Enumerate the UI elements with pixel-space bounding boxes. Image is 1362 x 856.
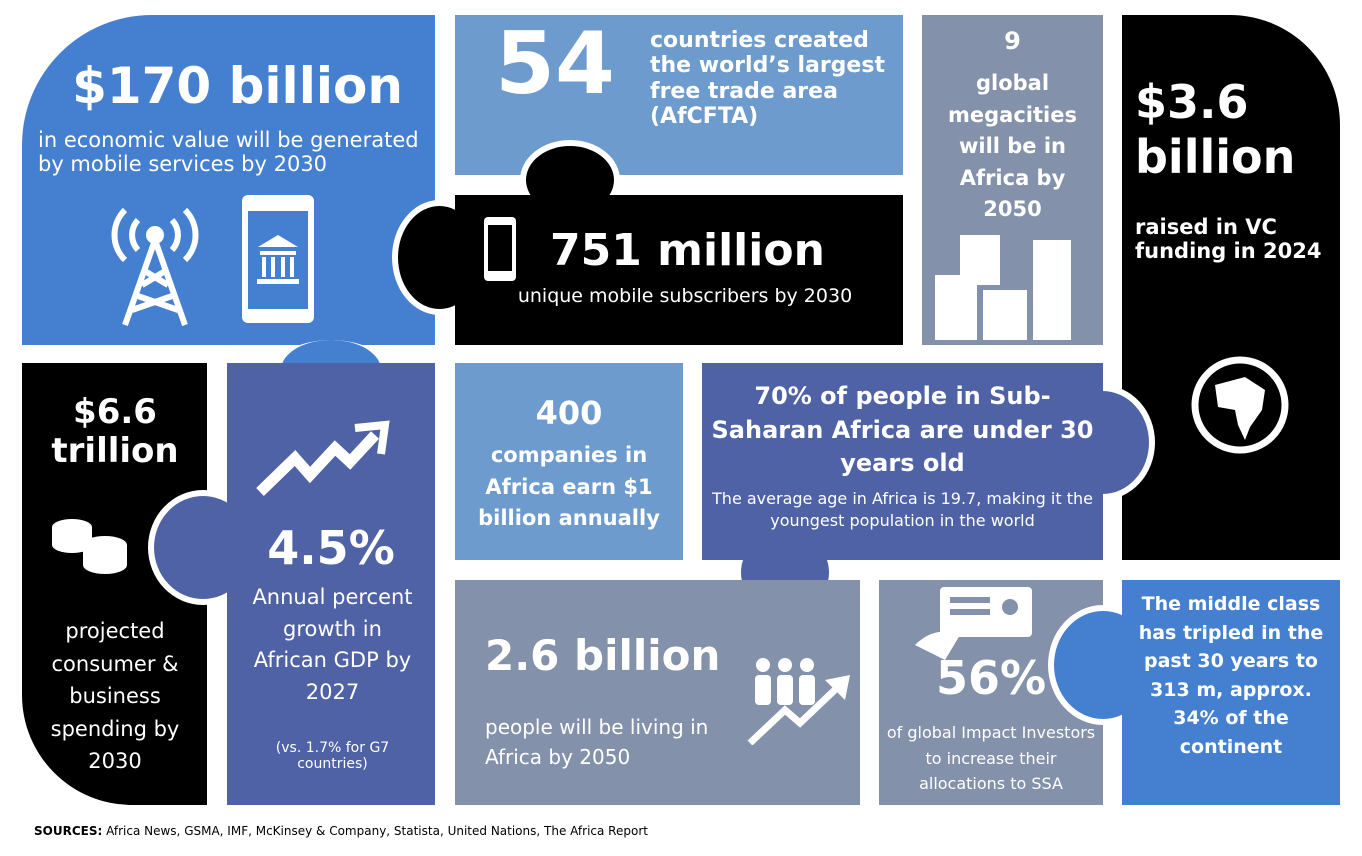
- mobile-value-headline: $170 billion: [72, 57, 403, 115]
- sources-label: SOURCES:: [34, 824, 103, 838]
- sources-text: Africa News, GSMA, IMF, McKinsey & Compa…: [102, 824, 648, 838]
- city-buildings-icon: [935, 235, 1071, 340]
- subscribers-headline: 751 million: [550, 225, 825, 276]
- gdp-note: (vs. 1.7% for G7 countries): [275, 740, 390, 773]
- coins-icon: [52, 519, 127, 574]
- globe-africa-icon: [1191, 356, 1289, 454]
- middle-class-text: The middle class has tripled in the past…: [1138, 593, 1324, 758]
- tile-youth: [702, 363, 1103, 560]
- smartphone-icon: [484, 217, 516, 281]
- afcfta-headline: 54: [495, 14, 615, 114]
- tile-afcfta: [455, 15, 903, 175]
- population-text: people will be living in Africa by 2050: [485, 715, 709, 769]
- megacities-text: global megacities will be in Africa by 2…: [948, 71, 1077, 221]
- companies-text: companies in Africa earn $1 billion annu…: [478, 443, 660, 530]
- afcfta-text: countries created the world’s largest fr…: [650, 28, 885, 129]
- companies-headline: 400: [535, 394, 603, 432]
- impact-headline: 56%: [935, 651, 1047, 705]
- people-growth-icon: [747, 658, 850, 745]
- mobile-banking-icon: [242, 195, 314, 323]
- cell-tower-icon: [111, 207, 199, 326]
- gdp-headline: 4.5%: [267, 521, 395, 575]
- subscribers-text: unique mobile subscribers by 2030: [517, 285, 853, 307]
- megacities-headline: 9: [1004, 27, 1021, 55]
- youth-headline: 70% of people in Sub-Saharan Africa are …: [711, 382, 1094, 478]
- youth-text: The average age in Africa is 19.7, makin…: [712, 489, 1093, 531]
- growth-arrow-icon: [256, 420, 390, 496]
- investment-card-icon: [915, 587, 1032, 660]
- gdp-text: Annual percent growth in African GDP by …: [252, 585, 413, 704]
- tile-companies: [455, 363, 683, 560]
- sources: SOURCES: Africa News, GSMA, IMF, McKinse…: [34, 824, 648, 838]
- mobile-value-text: in economic value will be generated by m…: [38, 128, 419, 177]
- vc-headline: $3.6 billion: [1135, 75, 1296, 185]
- impact-text: of global Impact Investors to increase t…: [886, 723, 1096, 794]
- population-headline: 2.6 billion: [485, 631, 721, 680]
- tile-mobile-value: [22, 15, 435, 345]
- vc-text: raised in VC funding in 2024: [1135, 215, 1322, 264]
- spending-headline: $6.6 trillion: [51, 392, 179, 472]
- tile-vc: [1122, 15, 1340, 560]
- spending-text: projected consumer & business spending b…: [50, 619, 180, 774]
- tile-middle-class: [1122, 580, 1340, 805]
